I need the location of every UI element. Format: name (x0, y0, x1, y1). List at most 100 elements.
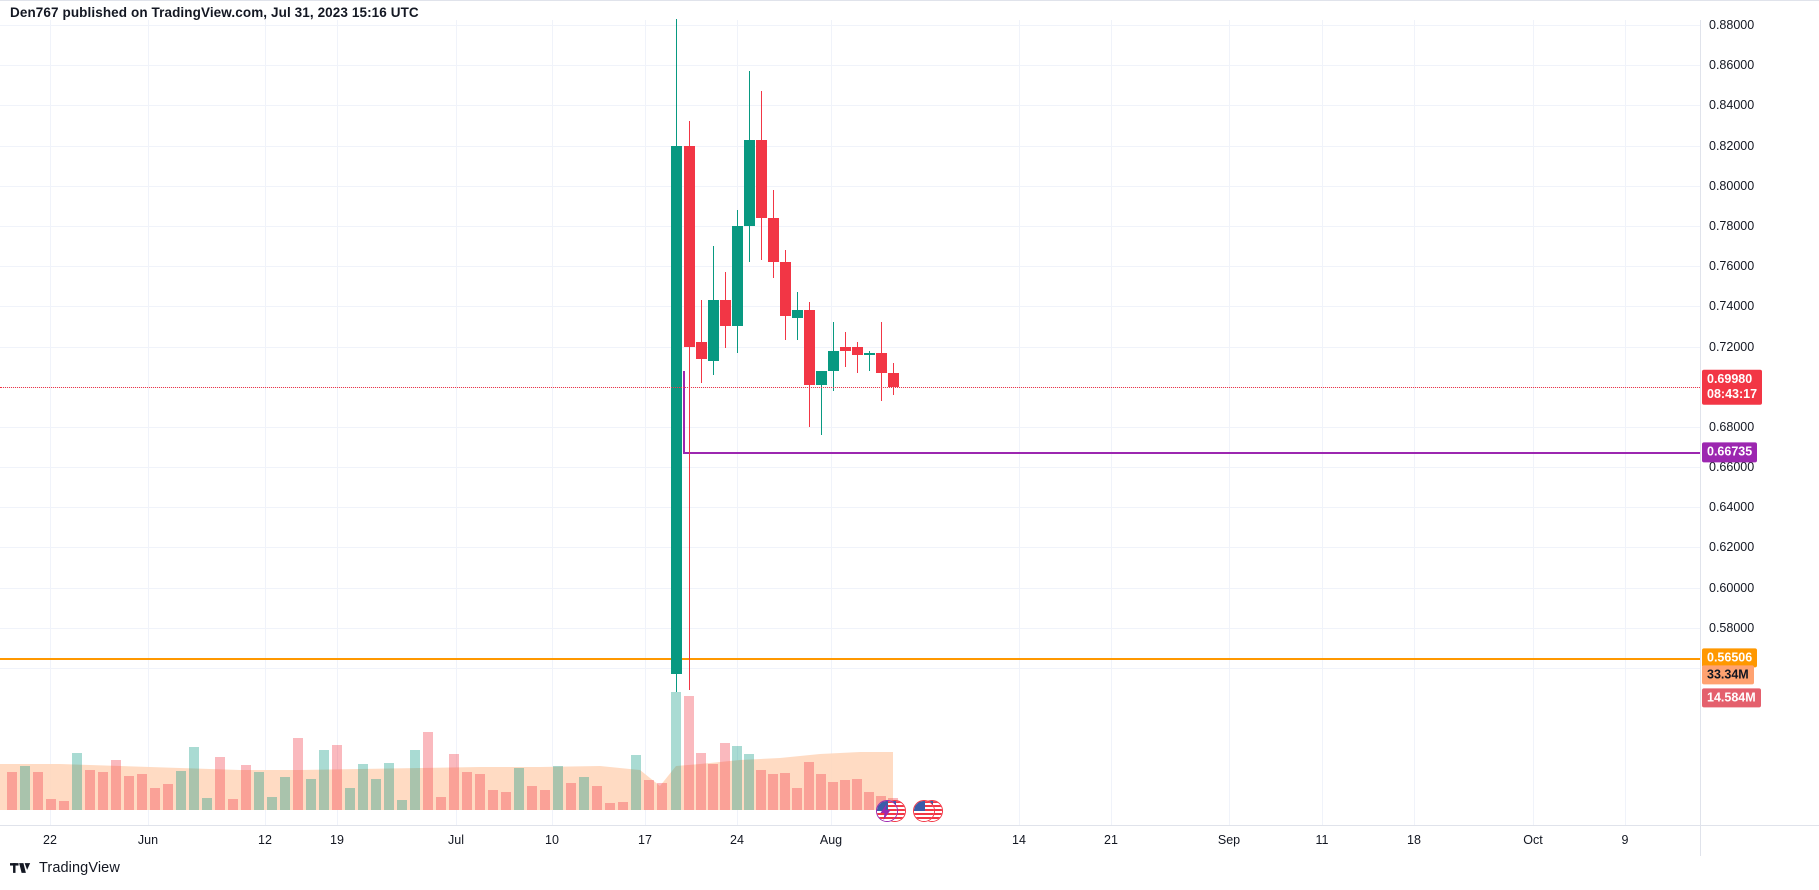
time-tick-label: Jun (137, 833, 159, 847)
volume-bar (579, 777, 589, 810)
volume-bar (332, 745, 342, 810)
price-tick-label: 0.64000 (1709, 500, 1755, 515)
volume-bar (828, 782, 838, 810)
time-tick-label: 11 (1315, 833, 1329, 847)
price-tick-label: 0.66000 (1709, 460, 1755, 475)
volume-bar (744, 754, 754, 810)
price-badge-volume-last[interactable]: 14.584M (1702, 688, 1761, 708)
price-tick-label: 0.62000 (1709, 540, 1755, 555)
price-tick-label: 0.86000 (1709, 58, 1755, 73)
tradingview-logo[interactable]: TradingView (10, 860, 120, 876)
price-tick-label: 0.68000 (1709, 419, 1755, 434)
volume-bar (696, 753, 706, 810)
economic-event-usd-high[interactable] (876, 800, 906, 822)
time-tick-label: Jul (448, 833, 464, 847)
volume-bar (756, 770, 766, 810)
price-badge-value: 0.69980 (1707, 371, 1753, 386)
volume-bar (280, 777, 290, 810)
us-flag-icon (913, 800, 935, 822)
grid-line-horizontal (0, 587, 1700, 589)
candle-body (792, 310, 803, 319)
volume-bar (732, 746, 742, 810)
volume-bar (358, 764, 368, 810)
header-divider (0, 0, 1819, 1)
candle-body (684, 145, 695, 347)
candle-body (876, 352, 887, 373)
price-tick-label: 0.72000 (1709, 339, 1755, 354)
volume-bar (384, 763, 394, 810)
grid-line-vertical (1414, 20, 1415, 825)
volume-bar (267, 797, 277, 810)
volume-bar (20, 766, 30, 810)
orange-horizontal-level-line[interactable] (0, 657, 1700, 660)
volume-bar (720, 743, 730, 810)
grid-line-vertical (1229, 20, 1230, 825)
time-tick-label: 21 (1104, 833, 1118, 847)
volume-bar (671, 692, 681, 810)
price-badge-value: 0.66735 (1707, 444, 1753, 459)
purple-horizontal-level-line[interactable] (683, 452, 1700, 455)
price-tick-label: 0.58000 (1709, 620, 1755, 635)
chart-plot-area[interactable] (0, 18, 1700, 825)
volume-bar (410, 750, 420, 810)
volume-bar (527, 786, 537, 810)
grid-line-vertical (1111, 20, 1112, 825)
volume-bar (566, 783, 576, 810)
volume-bar (423, 732, 433, 810)
grid-line-vertical (456, 20, 457, 825)
volume-bar (540, 790, 550, 810)
grid-line-horizontal (0, 225, 1700, 227)
time-scale[interactable]: 22 Jun 12 19 Jul 10 17 24 Aug 14 21 Sep 11 18 Oct 9 (0, 825, 1819, 856)
price-tick-label: 0.88000 (1709, 18, 1755, 32)
grid-line-vertical (50, 20, 51, 825)
volume-bar (553, 766, 563, 810)
grid-line-vertical (265, 20, 266, 825)
grid-line-vertical (552, 20, 553, 825)
candle-body (816, 370, 827, 385)
volume-bar (475, 774, 485, 810)
volume-bar (462, 772, 472, 810)
volume-bar (241, 765, 251, 810)
volume-bar (684, 696, 694, 810)
tradingview-wordmark: TradingView (39, 860, 120, 876)
price-badge-purple-level[interactable]: 0.66735 (1702, 442, 1758, 462)
price-scale[interactable]: 0.88000 0.86000 0.84000 0.82000 0.80000 0.780… (1700, 18, 1819, 825)
time-tick-label: 10 (545, 833, 559, 847)
lightning-bolt-icon (880, 804, 891, 820)
volume-bar (618, 802, 628, 810)
time-tick-label: 24 (730, 833, 744, 847)
volume-bar (228, 799, 238, 810)
volume-bar (293, 738, 303, 810)
last-price-line (0, 387, 1700, 389)
volume-bar (306, 779, 316, 810)
candle-body (671, 145, 682, 675)
price-badge-last-price[interactable]: 0.69980 08:43:17 (1702, 369, 1763, 405)
volume-bar (840, 780, 850, 810)
grid-line-vertical (645, 20, 646, 825)
time-tick-label: Aug (819, 833, 843, 847)
price-tick-label: 0.76000 (1709, 259, 1755, 274)
grid-line-vertical (337, 20, 338, 825)
price-tick-label: 0.78000 (1709, 218, 1755, 233)
candle-wick (821, 370, 822, 435)
economic-event-markers[interactable] (876, 800, 943, 822)
grid-line-vertical (1533, 20, 1534, 825)
grid-line-horizontal (0, 547, 1700, 549)
volume-bar (137, 774, 147, 810)
price-badge-volume-ma[interactable]: 33.34M (1702, 665, 1754, 685)
price-tick-label: 0.74000 (1709, 299, 1755, 314)
volume-bar (254, 772, 264, 810)
grid-line-vertical (831, 20, 832, 825)
time-tick-label: Oct (1523, 833, 1543, 847)
price-badge-orange-level[interactable]: 0.56506 (1702, 648, 1758, 668)
candle-body (804, 310, 815, 385)
volume-bar (449, 754, 459, 810)
grid-line-horizontal (0, 306, 1700, 308)
volume-bar (501, 792, 511, 810)
time-scale-divider (1700, 826, 1701, 856)
volume-bar (111, 760, 121, 810)
volume-bar (163, 784, 173, 810)
volume-bar (804, 762, 814, 810)
economic-event-usd[interactable] (913, 800, 943, 822)
volume-bar (631, 755, 641, 810)
